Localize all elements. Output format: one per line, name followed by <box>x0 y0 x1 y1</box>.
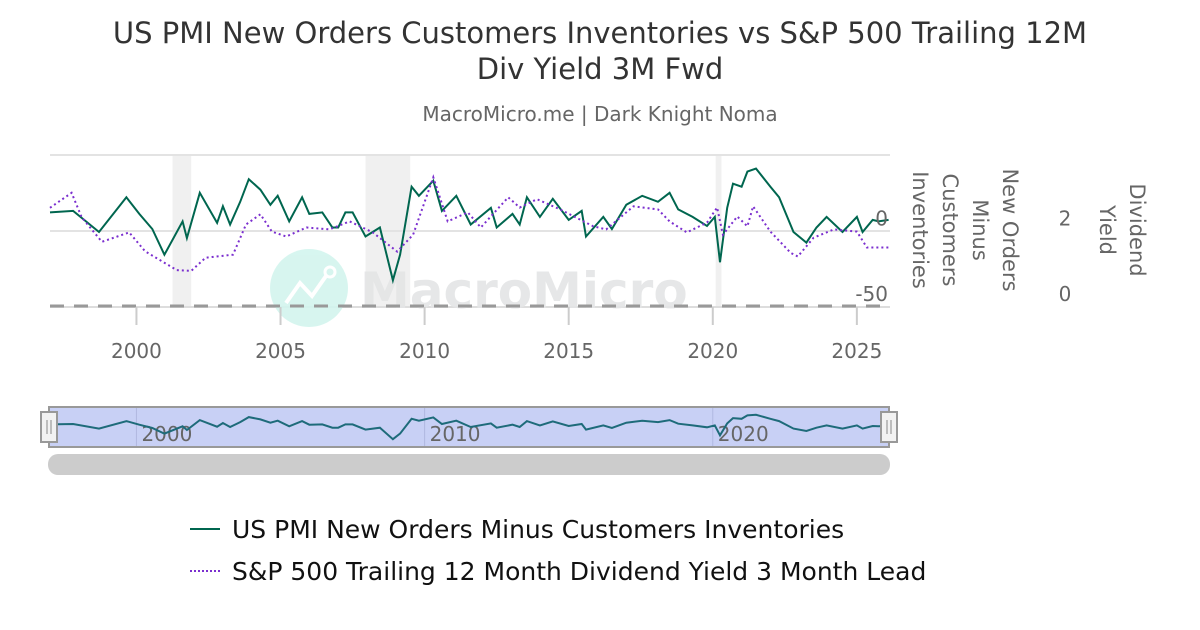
watermark-logo-icon <box>270 249 348 327</box>
legend-dotted-line-icon <box>190 570 220 572</box>
legend-solid-line-icon <box>190 528 220 530</box>
navigator[interactable]: 2000 2010 2020 <box>40 406 898 475</box>
navigator-tick-label: 2000 <box>141 422 192 446</box>
watermark-chart-icon <box>284 274 328 305</box>
legend-label: S&P 500 Trailing 12 Month Dividend Yield… <box>232 556 927 586</box>
x-tick-label: 2025 <box>831 339 882 363</box>
chart-subtitle: MacroMicro.me | Dark Knight Noma <box>422 102 778 126</box>
x-tick-label: 2005 <box>255 339 306 363</box>
y-right-tick-label: 2 <box>1059 207 1072 231</box>
navigator-left-handle[interactable] <box>40 411 58 443</box>
watermark-dot-icon <box>323 265 337 279</box>
y-right-tick-label: 0 <box>1059 282 1072 306</box>
x-tick-label: 2000 <box>111 339 162 363</box>
y-axis-right-label: DividendYield <box>1095 183 1149 276</box>
pmi-line <box>49 167 889 285</box>
legend-item-dividend[interactable]: S&P 500 Trailing 12 Month Dividend Yield… <box>190 550 926 592</box>
x-tick-label: 2020 <box>687 339 738 363</box>
watermark: MacroMicro <box>270 249 688 327</box>
x-tick-label: 2015 <box>543 339 594 363</box>
svg-text:New OrdersMinusCustomersInvent: New OrdersMinusCustomersInventories <box>908 168 1022 291</box>
x-tick-label: 2010 <box>399 339 450 363</box>
y-left-tick-label: 0 <box>875 207 888 231</box>
y-left-tick-label: -50 <box>855 282 888 306</box>
chart-title: US PMI New Orders Customers Inventories … <box>112 16 1088 86</box>
navigator-series-line <box>49 413 889 441</box>
y-axis-left-label: New OrdersMinusCustomersInventories <box>908 168 1022 291</box>
navigator-right-handle[interactable] <box>880 411 898 443</box>
watermark-text: MacroMicro <box>360 262 688 320</box>
legend-item-pmi[interactable]: US PMI New Orders Minus Customers Invent… <box>190 508 926 550</box>
legend: US PMI New Orders Minus Customers Invent… <box>190 508 926 592</box>
dividend-yield-line <box>49 174 889 272</box>
legend-label: US PMI New Orders Minus Customers Invent… <box>232 514 845 544</box>
scrollbar-thumb[interactable] <box>48 454 890 475</box>
